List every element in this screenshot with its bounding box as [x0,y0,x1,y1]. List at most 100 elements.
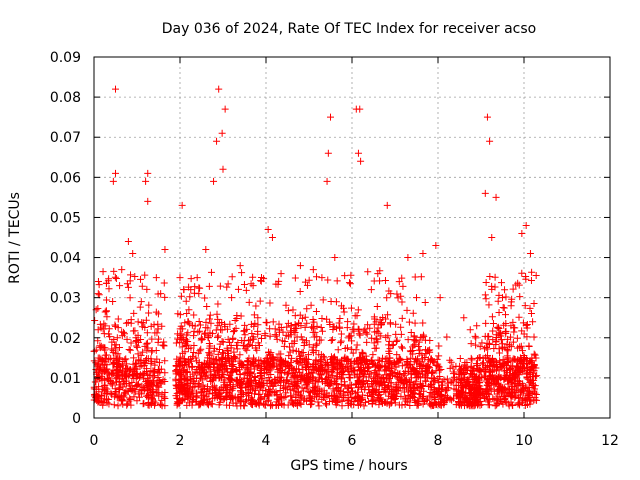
data-point [407,387,415,395]
data-point [102,279,110,287]
data-point [214,390,222,398]
data-point [105,275,113,283]
data-point [341,391,349,399]
data-point [318,274,326,282]
data-point [187,390,195,398]
data-point [183,401,191,409]
data-point [523,373,531,381]
data-point [333,369,341,377]
data-point [499,344,507,352]
data-point [94,290,102,298]
data-point [447,378,455,386]
data-point [474,361,482,369]
data-point [226,359,234,367]
data-point [208,377,216,385]
data-point [501,397,509,405]
data-point [370,320,378,328]
data-point [191,322,199,330]
data-point [319,296,327,304]
data-point [131,360,139,368]
data-point [437,390,445,398]
data-point [246,336,254,344]
data-point [282,389,290,397]
data-point [142,177,150,185]
data-point [422,396,430,404]
data-point [287,327,295,335]
data-point [262,387,270,395]
data-point [218,326,226,334]
data-point [144,169,152,177]
data-point [276,373,284,381]
data-point [443,333,451,341]
data-point [154,365,162,373]
data-point [206,357,214,365]
data-point [233,367,241,375]
data-point [337,339,345,347]
data-point [393,290,401,298]
data-point [210,373,218,381]
data-point [484,345,492,353]
data-point [395,278,403,286]
data-point [385,382,393,390]
data-point [292,374,300,382]
data-point [177,387,185,395]
data-point [201,372,209,380]
data-point [398,375,406,383]
data-point [398,274,406,282]
data-point [458,371,466,379]
data-point [371,376,379,384]
data-point [435,342,443,350]
data-point [362,356,370,364]
data-point [485,301,493,309]
data-point [309,369,317,377]
data-point [172,377,180,385]
axis-ticks [93,56,611,419]
data-point [354,393,362,401]
data-point [216,362,224,370]
data-point [309,315,317,323]
data-point [105,285,113,293]
data-point [404,368,412,376]
data-point [406,378,414,386]
data-point [314,365,322,373]
data-point [526,358,534,366]
data-point [289,306,297,314]
data-point [483,352,491,360]
data-point [161,377,169,385]
data-point [273,395,281,403]
data-point [407,354,415,362]
data-point [399,383,407,391]
data-point [327,337,335,345]
data-point [350,320,358,328]
data-point [189,395,197,403]
data-point [468,370,476,378]
data-point [366,324,374,332]
data-point [200,392,208,400]
data-point [399,282,407,290]
data-point [99,385,107,393]
data-point [423,374,431,382]
data-point [284,307,292,315]
data-point [222,365,230,373]
data-point [531,385,539,393]
data-point [371,328,379,336]
data-point [147,355,155,363]
data-point [345,279,353,287]
data-point [509,338,517,346]
data-point [214,333,222,341]
data-point [111,393,119,401]
data-point [374,373,382,381]
data-point [440,376,448,384]
data-point [516,391,524,399]
data-point [486,372,494,380]
data-point [248,399,256,407]
data-point [363,330,371,338]
data-point [430,375,438,383]
data-point [176,362,184,370]
data-point [231,317,239,325]
data-point [139,400,147,408]
data-point [128,378,136,386]
data-point [378,358,386,366]
data-point [276,386,284,394]
data-point [147,381,155,389]
